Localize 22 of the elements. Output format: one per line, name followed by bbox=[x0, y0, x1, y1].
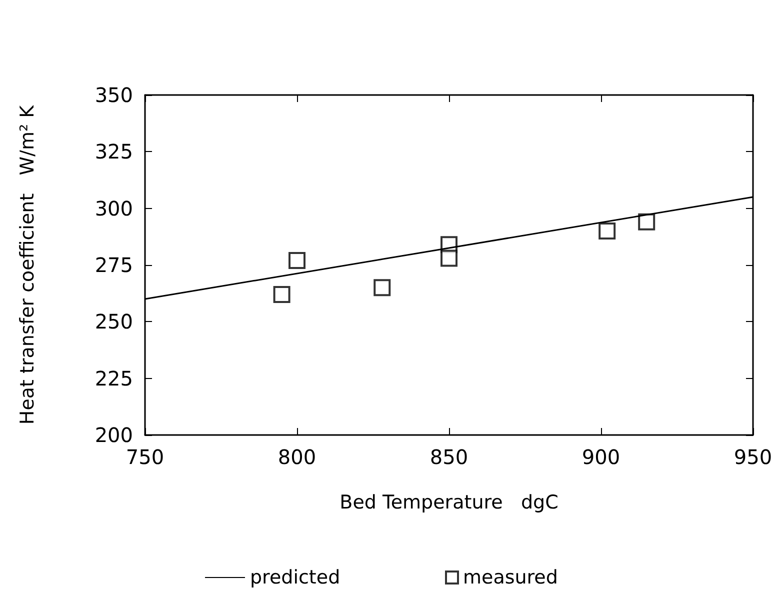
y-tick-label: 275 bbox=[94, 253, 133, 277]
point bbox=[598, 222, 616, 240]
legend-label: measured bbox=[463, 566, 558, 588]
point bbox=[440, 250, 458, 267]
x-axis-title: Bed Temperature dgC bbox=[340, 492, 558, 514]
point bbox=[273, 286, 290, 303]
x-tick-label: 850 bbox=[430, 445, 468, 469]
y-tick-label: 350 bbox=[94, 83, 133, 107]
x-tick-label: 750 bbox=[126, 445, 164, 469]
y-tick-label: 300 bbox=[94, 196, 133, 220]
x-tick-label: 800 bbox=[278, 445, 316, 469]
y-tick-label: 200 bbox=[94, 423, 133, 447]
point bbox=[638, 213, 656, 230]
legend-label: predicted bbox=[250, 566, 340, 588]
y-axis-title: Heat transfer coefficient W/m² K bbox=[16, 104, 38, 425]
y-tick-label: 250 bbox=[94, 310, 133, 334]
point bbox=[374, 279, 391, 296]
x-tick-label: 900 bbox=[582, 445, 620, 469]
point bbox=[288, 252, 306, 269]
y-tick-label: 225 bbox=[94, 366, 133, 390]
x-tick-label: 950 bbox=[734, 445, 772, 469]
y-tick-label: 325 bbox=[94, 140, 133, 164]
